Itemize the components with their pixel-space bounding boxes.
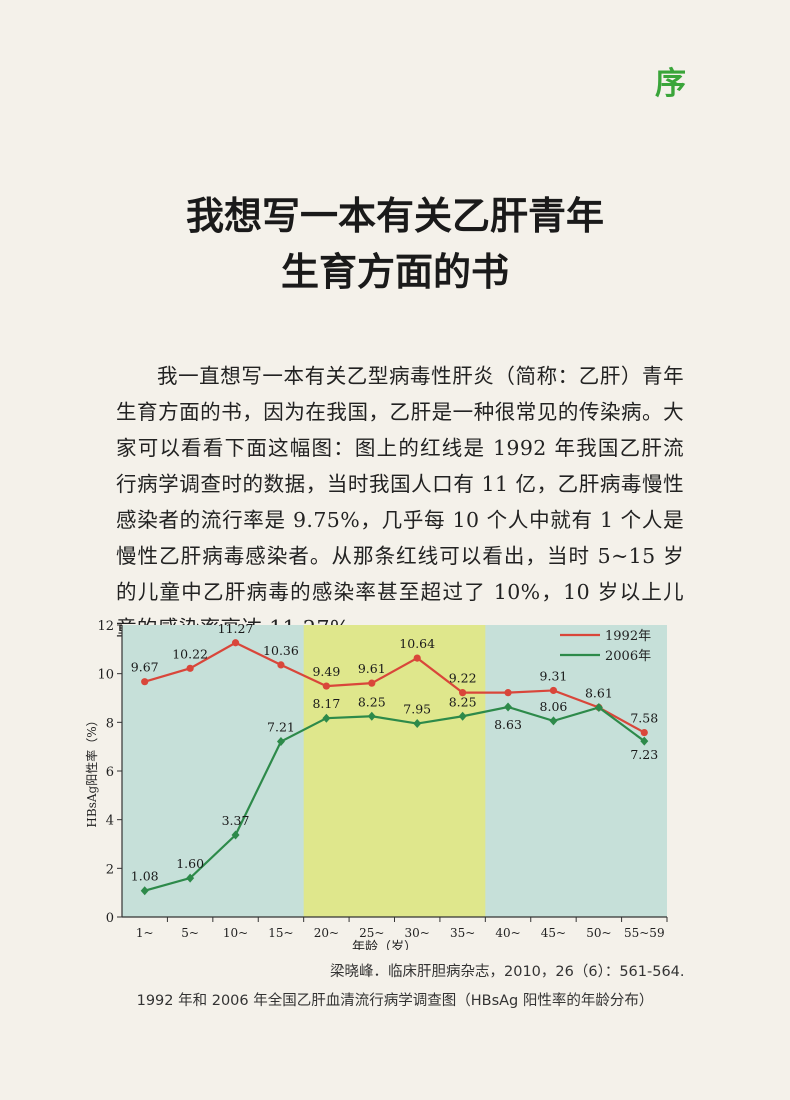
x-tick-label: 5~ [181, 926, 199, 940]
y-tick-label: 12 [97, 619, 114, 634]
data-label: 10.64 [399, 636, 435, 651]
x-tick-label: 30~ [405, 926, 430, 940]
series-point-1 [367, 711, 376, 721]
data-label: 9.61 [358, 661, 386, 676]
data-label: 8.61 [585, 685, 613, 700]
x-tick-label: 40~ [495, 926, 520, 940]
x-tick-label: 10~ [223, 926, 248, 940]
prevalence-chart: 0 2 4 6 8 10 12 1~ 5~ 10~ 15~ 20~ 25~ 30~ 35~ 40~ 45~ 50~… [82, 615, 702, 950]
y-tick-label: 0 [106, 911, 114, 926]
x-tick-label: 50~ [586, 926, 611, 940]
x-tick-label: 55~59 [624, 926, 665, 940]
series-point-0 [368, 679, 376, 687]
data-label: 7.95 [403, 702, 431, 717]
y-tick-label: 6 [106, 765, 114, 780]
series-point-0 [231, 639, 240, 647]
series-point-1 [231, 830, 240, 840]
series-point-0 [504, 689, 512, 697]
data-label: 8.25 [358, 694, 386, 709]
data-label: 1.08 [131, 869, 159, 884]
citation: 梁晓峰．临床肝胆病杂志，2010，26（6）：561-564. [330, 964, 685, 980]
page-title: 我想写一本有关乙肝青年 生育方面的书 [0, 188, 790, 300]
series-point-1 [594, 702, 603, 712]
series-point-1 [413, 719, 422, 729]
data-label: 3.37 [222, 813, 250, 828]
data-label: 7.23 [630, 747, 658, 762]
x-axis-title: 年龄（岁） [352, 940, 417, 950]
data-label: 9.31 [540, 668, 568, 683]
data-label: 8.63 [494, 717, 522, 732]
series-point-0 [459, 689, 467, 697]
series-point-0 [322, 682, 330, 690]
data-label: 7.21 [267, 720, 295, 735]
data-label: 11.27 [218, 621, 254, 636]
y-tick-label: 8 [106, 716, 114, 731]
series-point-0 [549, 686, 558, 695]
x-tick-label: 15~ [268, 926, 293, 940]
y-tick-label: 10 [97, 668, 114, 683]
y-axis-title: HBsAg阳性率（%） [84, 714, 99, 827]
x-tick-label: 35~ [450, 926, 475, 940]
data-label: 7.58 [630, 711, 658, 726]
x-tick-label: 1~ [136, 926, 154, 940]
data-label: 9.67 [131, 660, 159, 675]
series-point-1 [504, 702, 513, 712]
x-tick-label: 45~ [541, 926, 566, 940]
y-tick-label: 4 [106, 814, 114, 829]
series-line-1 [144, 705, 645, 892]
data-label: 8.25 [449, 694, 477, 709]
series-point-0 [640, 728, 648, 737]
figure-caption: 1992 年和 2006 年全国乙肝血清流行病学调查图（HBsAg 阳性率的年龄… [136, 993, 654, 1009]
x-tick-label: 20~ [314, 926, 339, 940]
series-point-1 [458, 711, 467, 721]
legend-label-1: 2006年 [605, 649, 651, 664]
data-label: 8.17 [312, 696, 340, 711]
legend-box [554, 625, 658, 667]
legend-label-0: 1992年 [605, 629, 651, 644]
series-point-1 [276, 737, 285, 747]
series-point-1 [186, 873, 195, 883]
y-tick-label: 2 [106, 862, 114, 877]
series-point-1 [140, 886, 149, 896]
x-tick-label: 25~ [359, 926, 384, 940]
series-point-0 [277, 661, 285, 669]
data-label: 1.60 [176, 856, 204, 871]
series-line-0 [144, 641, 645, 734]
series-point-0 [413, 654, 421, 662]
series-point-1 [322, 713, 331, 723]
chart-svg: 0 2 4 6 8 10 12 1~ 5~ 10~ 15~ 20~ 25~ 30~ 35~ 40~ 45~ 50~… [84, 619, 668, 950]
section-mark: 序 [655, 66, 686, 102]
title-line-1: 我想写一本有关乙肝青年 [185, 194, 604, 238]
highlight-band [303, 625, 486, 917]
data-label: 9.49 [312, 664, 340, 679]
body-paragraph: 我一直想写一本有关乙型病毒性肝炎（简称：乙肝）青年生育方面的书，因为在我国，乙肝… [116, 364, 684, 640]
series-point-0 [186, 664, 194, 672]
series-point-1 [640, 736, 649, 746]
data-label: 10.22 [172, 646, 208, 661]
series-point-1 [549, 716, 558, 726]
data-label: 8.06 [540, 699, 568, 714]
title-line-2: 生育方面的书 [280, 250, 509, 294]
series-point-0 [141, 678, 149, 686]
data-label: 10.36 [263, 643, 299, 658]
data-label: 9.22 [449, 671, 477, 686]
